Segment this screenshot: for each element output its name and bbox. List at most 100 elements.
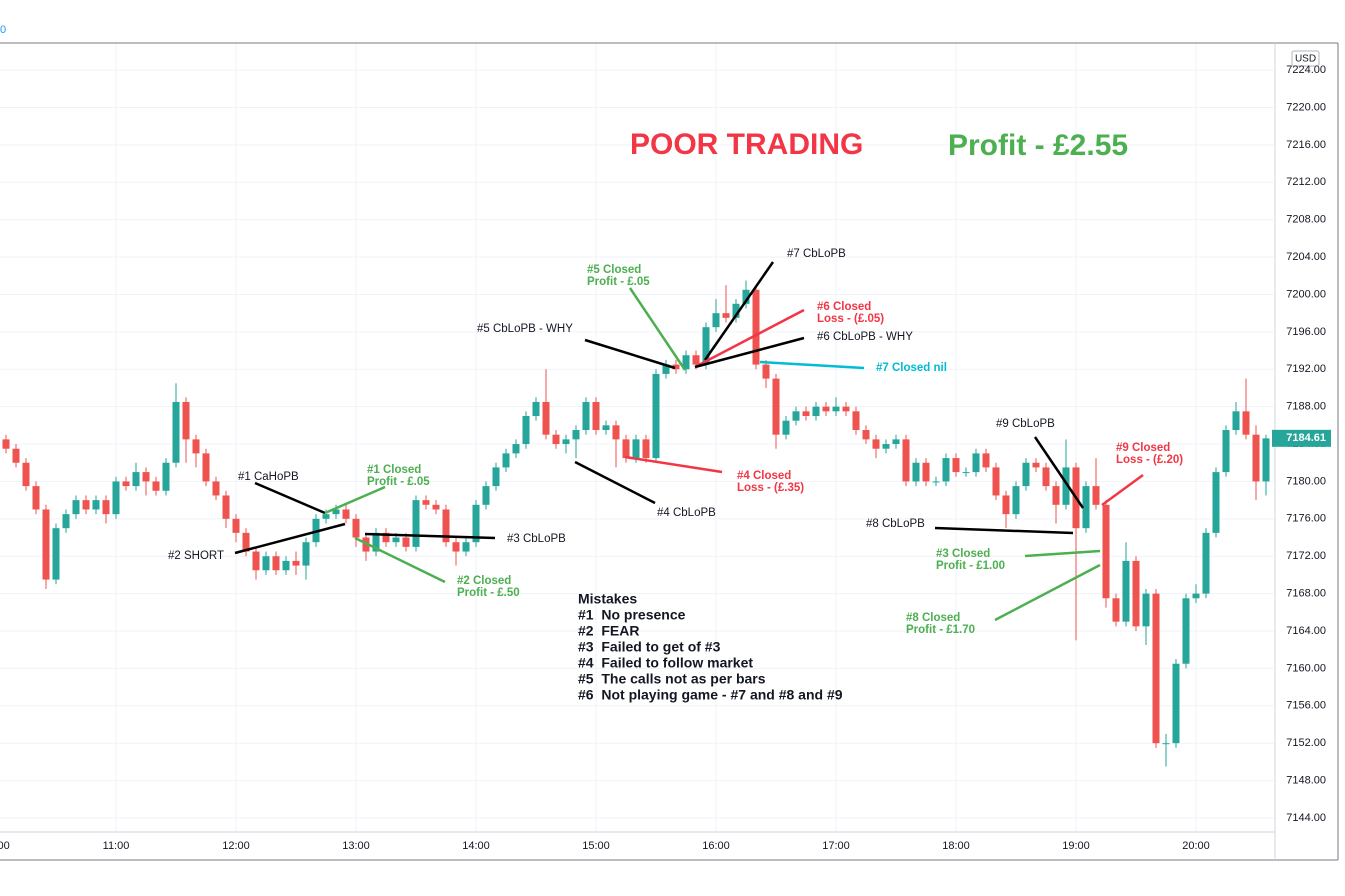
y-tick-label: 7192.00: [1286, 363, 1326, 375]
candle-body: [2, 439, 10, 449]
candle-body: [172, 401, 180, 463]
annotation-line: [934, 526, 1074, 535]
annotation: Profit - £.05: [587, 276, 650, 288]
candle-body: [832, 406, 840, 412]
annotation-line: [354, 536, 446, 584]
y-tick-label: 7224.00: [1286, 64, 1326, 76]
candle-body: [622, 439, 630, 459]
candle-body: [1112, 598, 1120, 622]
candle-body: [802, 411, 810, 416]
annotation: #9 Closed: [1116, 442, 1170, 454]
y-tick-label: 7188.00: [1286, 401, 1326, 413]
annotation: #8 CbLoPB: [866, 518, 925, 530]
candle-body: [982, 453, 990, 468]
x-tick-label: 10:00: [0, 840, 10, 852]
candle-body: [432, 504, 440, 510]
candle-body: [1222, 430, 1230, 473]
candle-body: [992, 467, 1000, 496]
candle-body: [1022, 462, 1030, 487]
candle-body: [612, 425, 620, 440]
candle-body: [152, 481, 160, 491]
candle-body: [872, 439, 880, 449]
y-tick-label: 7144.00: [1286, 812, 1326, 824]
candle-body: [232, 518, 240, 533]
candle-body: [572, 430, 580, 440]
annotation: #7 Closed nil: [876, 362, 947, 374]
x-tick-label: 12:00: [222, 840, 250, 852]
candle-body: [732, 303, 740, 318]
candle-body: [472, 504, 480, 543]
annotation-line: [584, 338, 676, 370]
candle-body: [422, 500, 430, 505]
annotation: Profit - £1.70: [906, 624, 975, 636]
y-tick-label: 7148.00: [1286, 774, 1326, 786]
candle-body: [722, 313, 730, 318]
candle-body: [592, 401, 600, 431]
x-tick-label: 13:00: [342, 840, 370, 852]
mistake: #4 Failed to follow market: [578, 655, 753, 671]
candle-body: [862, 430, 870, 440]
y-tick-label: 7196.00: [1286, 326, 1326, 338]
candle-body: [22, 462, 30, 487]
candle-body: [1192, 593, 1200, 599]
candle-body: [1262, 438, 1270, 482]
annotation-line: [254, 481, 326, 515]
y-tick-label: 7176.00: [1286, 513, 1326, 525]
y-tick-label: 7180.00: [1286, 475, 1326, 487]
annotation-line: [574, 460, 656, 505]
candle-body: [1132, 560, 1140, 627]
y-tick-label: 7212.00: [1286, 176, 1326, 188]
candle-body: [1002, 495, 1010, 515]
candle-body: [852, 411, 860, 431]
candle-body: [922, 462, 930, 482]
candle-body: [212, 481, 220, 496]
x-tick-label: 18:00: [942, 840, 970, 852]
annotation: Profit - £1.00: [936, 560, 1005, 572]
annotation: #4 Closed: [737, 470, 791, 482]
annotation: #6 CbLoPB - WHY: [817, 331, 913, 343]
y-tick-label: 7160.00: [1286, 662, 1326, 674]
y-tick-label: 7208.00: [1286, 214, 1326, 226]
mistakes-title: Mistakes: [578, 591, 637, 607]
candle-body: [1172, 663, 1180, 744]
x-tick-label: 19:00: [1062, 840, 1090, 852]
candle-body: [782, 420, 790, 435]
corner-text: 0: [0, 24, 6, 36]
candle-body: [602, 425, 610, 431]
annotation-line: [324, 485, 386, 515]
annotation: #3 CbLoPB: [507, 533, 566, 545]
mistake: #1 No presence: [578, 607, 686, 623]
candle-body: [322, 514, 330, 519]
candle-body: [582, 401, 590, 431]
candle-body: [662, 364, 670, 374]
candle-body: [942, 458, 950, 482]
candle-body: [482, 486, 490, 505]
mistake: #6 Not playing game - #7 and #8 and #9: [578, 687, 843, 703]
annotation: Loss - (£.05): [817, 313, 884, 325]
candle-body: [972, 453, 980, 473]
candle-body: [792, 411, 800, 421]
candle-body: [192, 439, 200, 454]
candle-body: [202, 453, 210, 482]
candle-body: [1212, 472, 1220, 533]
annotation: #1 CaHoPB: [238, 471, 299, 483]
candle-body: [12, 448, 20, 463]
candle-body: [672, 364, 680, 370]
y-tick-label: 7204.00: [1286, 251, 1326, 263]
y-tick-label: 7220.00: [1286, 101, 1326, 113]
x-tick-label: 17:00: [822, 840, 850, 852]
candle-body: [682, 355, 690, 370]
annotation: #6 Closed: [817, 301, 871, 313]
candle-body: [1142, 593, 1150, 627]
y-tick-label: 7216.00: [1286, 139, 1326, 151]
annotation: #5 CbLoPB - WHY: [477, 323, 573, 335]
x-tick-label: 16:00: [702, 840, 730, 852]
x-tick-label: 20:00: [1182, 840, 1210, 852]
candle-body: [542, 401, 550, 435]
candle-body: [1052, 486, 1060, 505]
candle-body: [302, 542, 310, 566]
candle-body: [72, 500, 80, 515]
candle-body: [442, 509, 450, 543]
candle-body: [282, 560, 290, 571]
